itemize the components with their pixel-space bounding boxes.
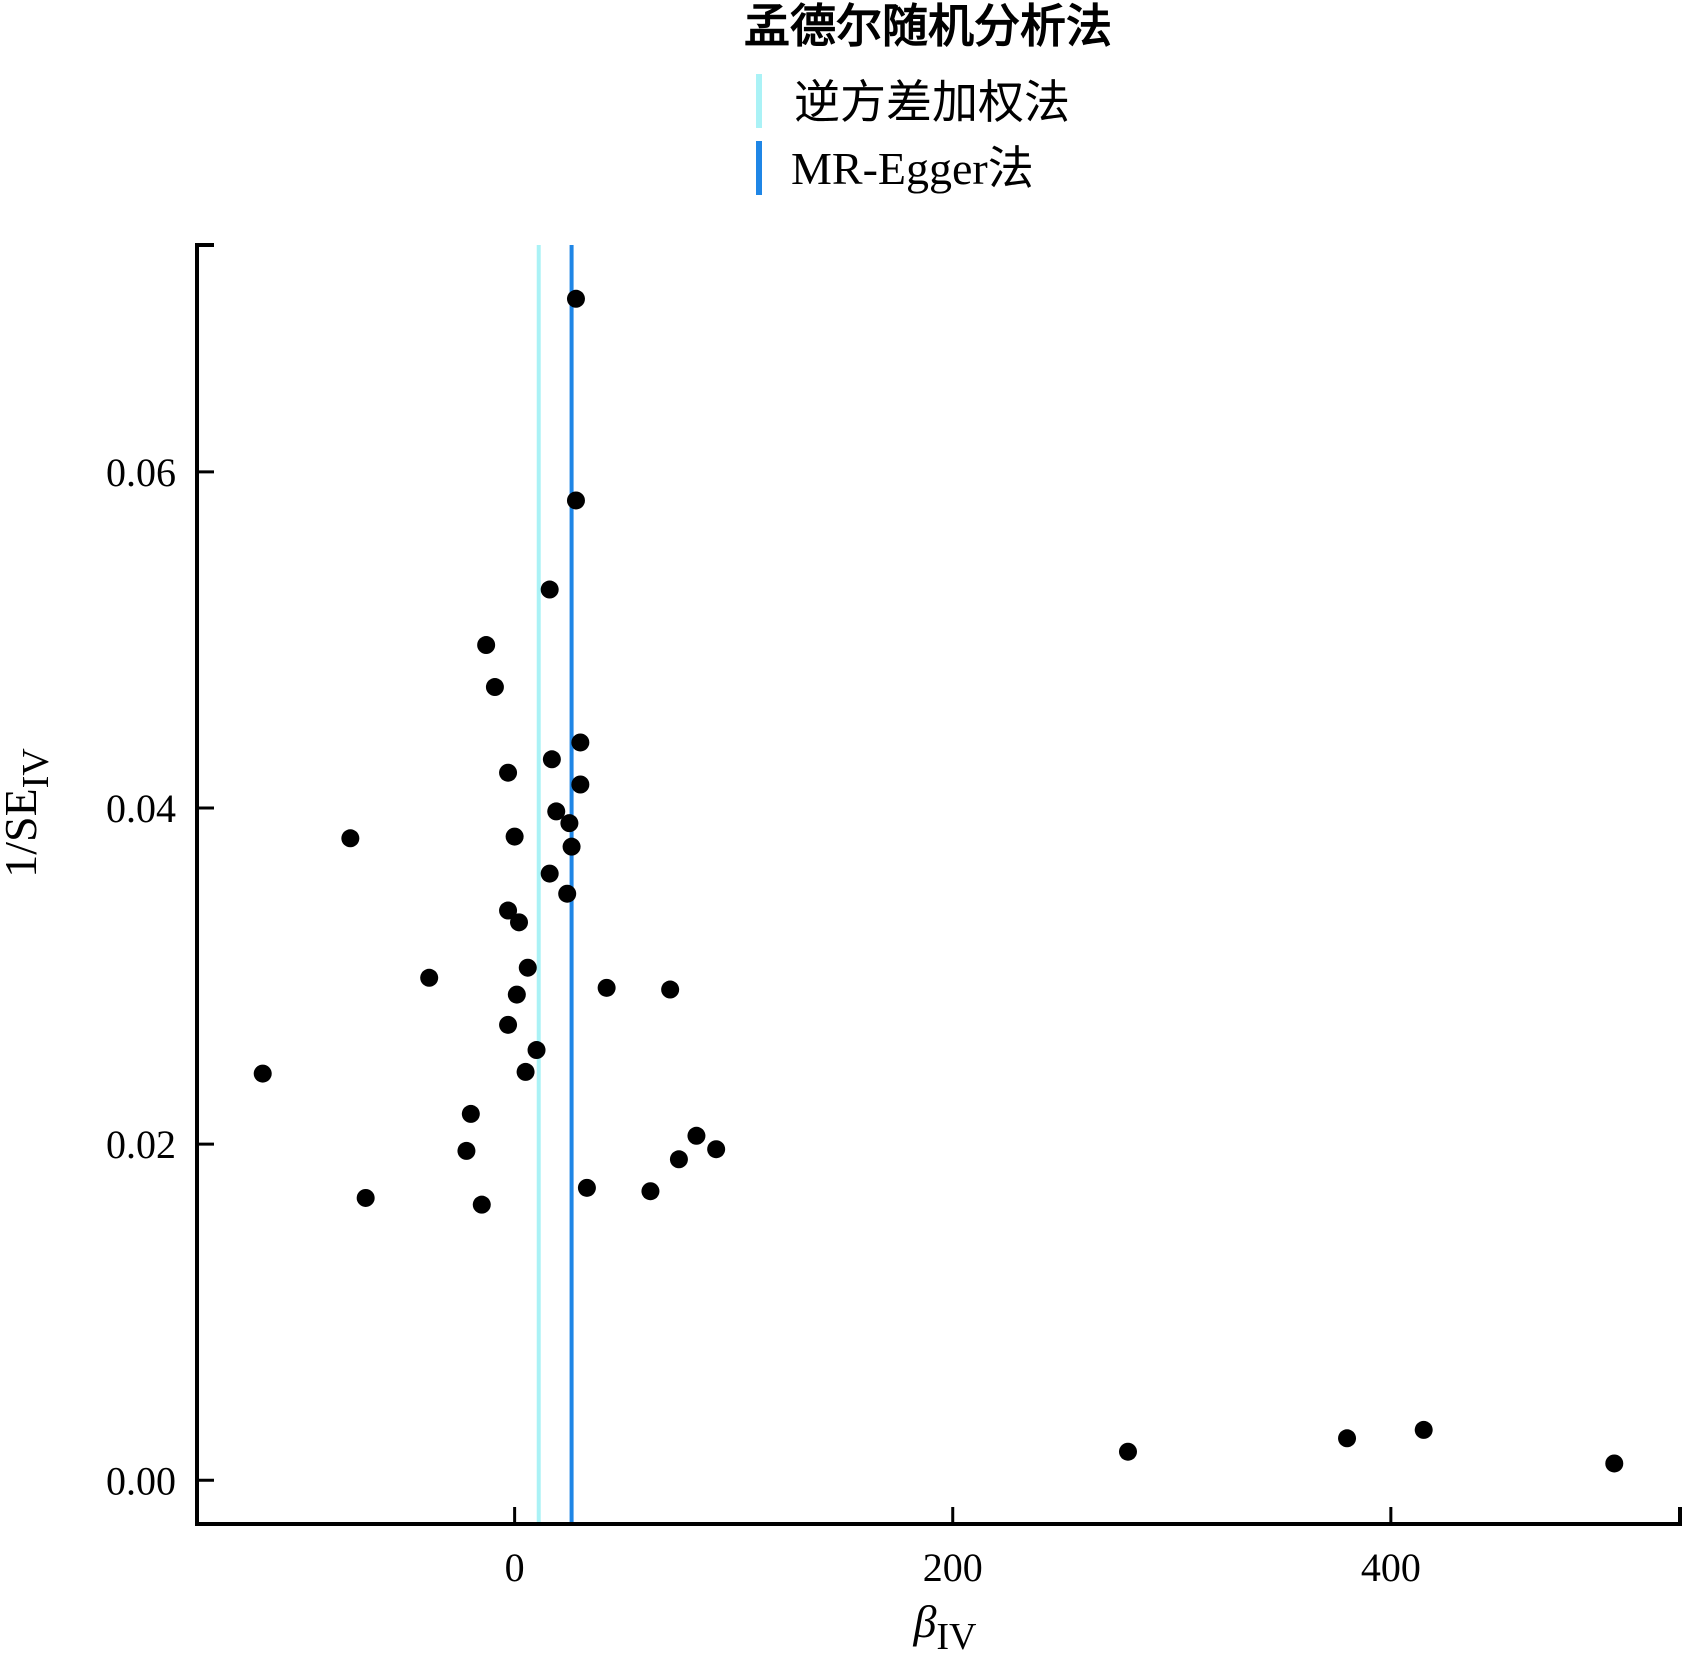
data-point	[571, 775, 590, 794]
x-tick-label: 0	[505, 1545, 525, 1590]
data-point	[420, 968, 439, 987]
data-point	[540, 864, 559, 883]
legend-title: 孟德尔随机分析法	[744, 1, 1112, 52]
data-point	[356, 1188, 375, 1207]
data-point	[707, 1140, 726, 1159]
data-point	[566, 491, 585, 510]
data-point	[641, 1182, 660, 1201]
data-point	[527, 1041, 546, 1060]
data-point	[571, 733, 590, 752]
data-point	[661, 980, 680, 999]
data-point	[477, 636, 496, 655]
legend: 孟德尔随机分析法 逆方差加权法 MR-Egger法	[744, 1, 1112, 195]
data-points	[253, 289, 1624, 1473]
y-ticks: 0.00 0.02 0.04 0.06	[106, 450, 214, 1503]
data-point	[597, 978, 616, 997]
data-point	[542, 750, 561, 769]
data-point	[505, 827, 524, 846]
data-point	[499, 1015, 518, 1034]
reference-lines	[536, 245, 574, 1522]
data-point	[1338, 1429, 1357, 1448]
x-ticks: 0 200 400	[505, 1507, 1421, 1590]
data-point	[1414, 1420, 1433, 1439]
y-tick-label: 0.06	[106, 450, 176, 495]
y-tick-label: 0.00	[106, 1458, 176, 1503]
data-point	[566, 289, 585, 308]
data-point	[540, 580, 559, 599]
data-point	[1605, 1454, 1624, 1473]
y-tick-label: 0.02	[106, 1122, 176, 1167]
data-point	[485, 678, 504, 697]
data-point	[499, 901, 518, 920]
data-point	[499, 763, 518, 782]
axes: 0 200 400 0.00 0.02 0.04 0.06	[106, 243, 1682, 1590]
legend-label-ivw: 逆方差加权法	[794, 77, 1070, 128]
data-point	[472, 1195, 491, 1214]
x-tick-label: 200	[923, 1545, 983, 1590]
data-point	[1118, 1442, 1137, 1461]
x-axis-label: βIV	[912, 1596, 977, 1658]
y-axis-label: 1/SEIV	[0, 748, 57, 878]
data-point	[516, 1062, 535, 1081]
data-point	[510, 913, 529, 932]
data-point	[461, 1104, 480, 1123]
x-tick-label: 400	[1361, 1545, 1421, 1590]
data-point	[507, 985, 526, 1004]
data-point	[547, 802, 566, 821]
legend-label-mr-egger: MR-Egger法	[791, 143, 1034, 194]
data-point	[669, 1150, 688, 1169]
y-tick-label: 0.04	[106, 786, 176, 831]
data-point	[687, 1126, 706, 1145]
data-point	[560, 814, 579, 833]
data-point	[253, 1064, 272, 1083]
data-point	[341, 829, 360, 848]
data-point	[577, 1178, 596, 1197]
data-point	[558, 884, 577, 903]
data-point	[518, 958, 537, 977]
data-point	[457, 1141, 476, 1160]
data-point	[562, 837, 581, 856]
